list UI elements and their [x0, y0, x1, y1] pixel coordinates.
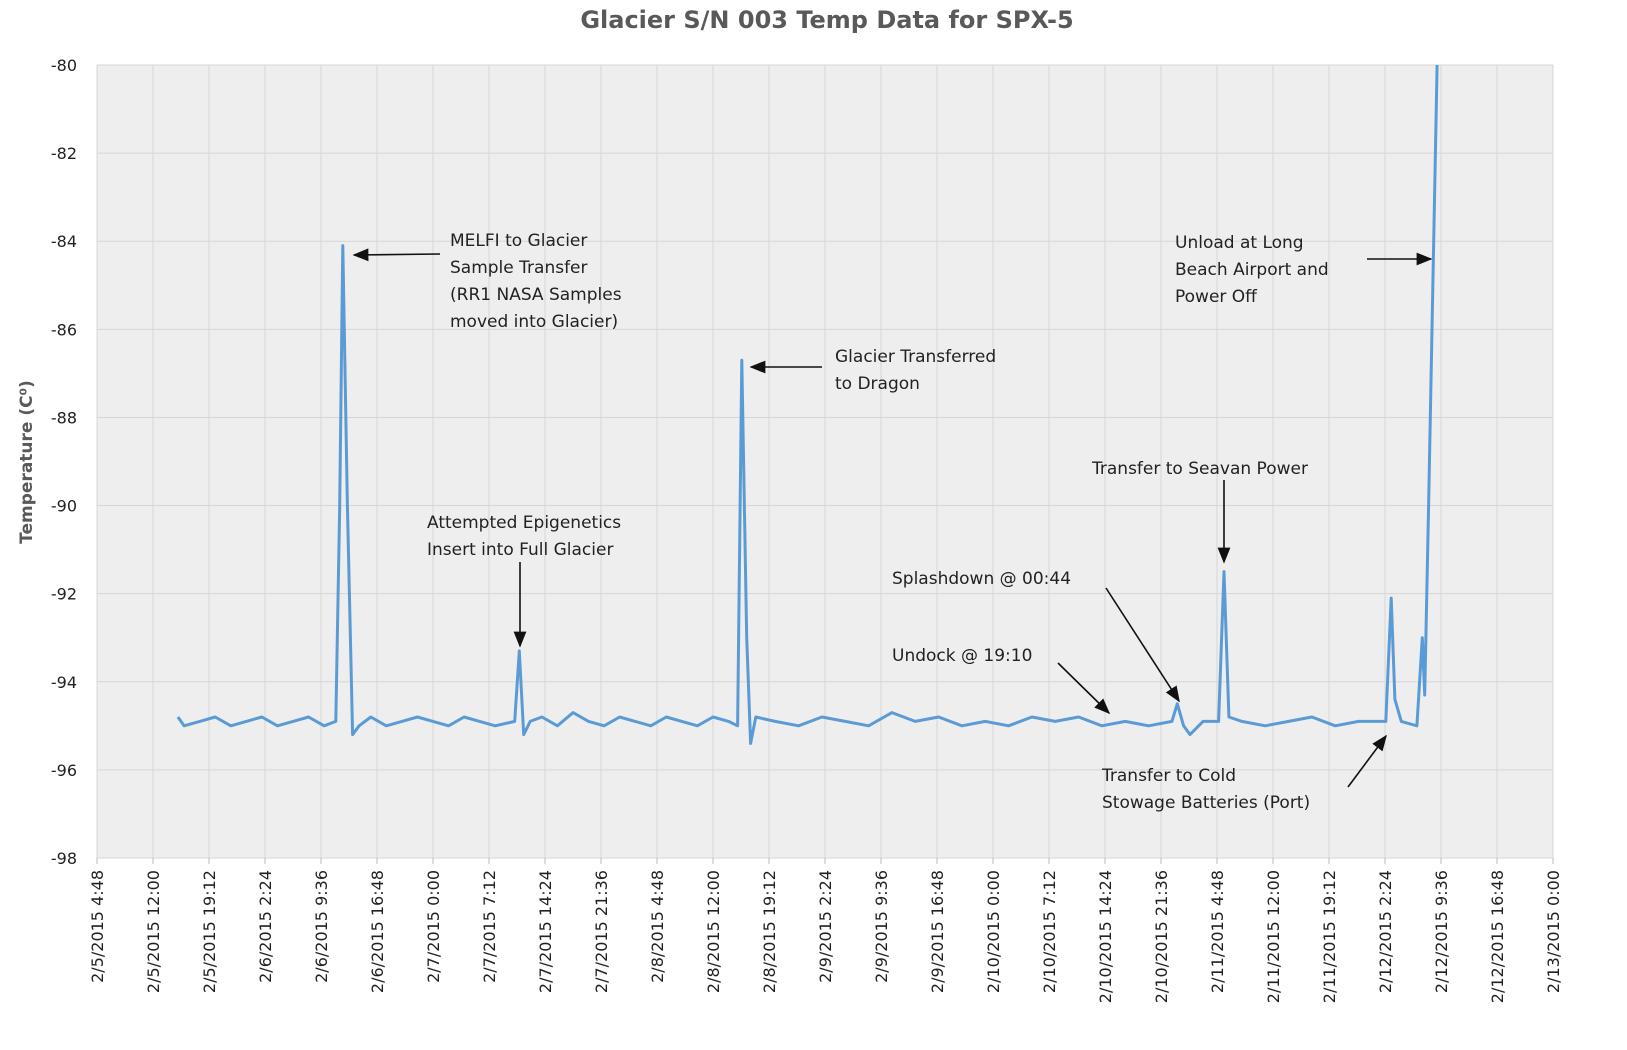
annotation-arrow: [352, 248, 441, 262]
x-tick-label: 2/10/2015 7:12: [1040, 870, 1059, 993]
x-tick-label: 2/7/2015 21:36: [592, 870, 611, 993]
x-tick-label: 2/5/2015 12:00: [144, 870, 163, 993]
x-tick-label: 2/8/2015 19:12: [760, 870, 779, 993]
x-tick-label: 2/6/2015 9:36: [312, 870, 331, 983]
x-tick-label: 2/11/2015 4:48: [1208, 870, 1227, 993]
x-tick-label: 2/10/2015 21:36: [1152, 870, 1171, 1003]
annotation-text: Splashdown @ 00:44: [892, 569, 1071, 589]
x-tick-label: 2/11/2015 19:12: [1320, 870, 1339, 1003]
annotation-text: Insert into Full Glacier: [427, 540, 613, 560]
x-tick-label: 2/8/2015 4:48: [648, 870, 667, 983]
x-tick-label: 2/13/2015 0:00: [1544, 870, 1563, 993]
y-tick-label: -84: [51, 232, 77, 251]
annotation-text: moved into Glacier): [450, 312, 618, 332]
annotation-text: Stowage Batteries (Port): [1102, 793, 1310, 813]
annotation-arrow: [1347, 734, 1387, 788]
x-tick-label: 2/12/2015 2:24: [1376, 870, 1395, 993]
x-tick-label: 2/10/2015 14:24: [1096, 870, 1115, 1003]
y-tick-label: -86: [51, 320, 77, 339]
x-tick-label: 2/7/2015 14:24: [536, 870, 555, 993]
y-tick-label: -90: [51, 497, 77, 516]
y-tick-label: -82: [51, 144, 77, 163]
x-tick-label: 2/5/2015 19:12: [200, 870, 219, 993]
x-tick-label: 2/12/2015 16:48: [1488, 870, 1507, 1003]
annotation-text: MELFI to Glacier: [450, 231, 587, 251]
x-tick-label: 2/7/2015 7:12: [480, 870, 499, 983]
annotation-arrow: [1057, 662, 1111, 715]
annotation-text: Unload at Long: [1175, 233, 1304, 253]
annotation-text: Glacier Transferred: [835, 347, 996, 367]
x-tick-label: 2/5/2015 4:48: [88, 870, 107, 983]
annotation-text: to Dragon: [835, 374, 920, 394]
x-tick-label: 2/7/2015 0:00: [424, 870, 443, 983]
y-tick-label: -80: [51, 56, 77, 75]
annotation-text: Sample Transfer: [450, 258, 588, 278]
y-tick-label: -88: [51, 408, 77, 427]
x-tick-label: 2/10/2015 0:00: [984, 870, 1003, 993]
chart-title: Glacier S/N 003 Temp Data for SPX-5: [580, 6, 1073, 34]
annotation-text: Beach Airport and: [1175, 260, 1329, 280]
x-tick-label: 2/11/2015 12:00: [1264, 870, 1283, 1003]
y-tick-label: -92: [51, 585, 77, 604]
y-tick-label: -98: [51, 849, 77, 868]
annotations: MELFI to Glacier Sample Transfer (RR1 NASA…: [352, 231, 1433, 813]
y-tick-label: -94: [51, 673, 77, 692]
annotation-text: Power Off: [1175, 287, 1258, 307]
x-tick-label: 2/9/2015 2:24: [816, 870, 835, 983]
y-axis-label: Temperature (C⁰): [17, 380, 37, 544]
annotation-text: Transfer to Seavan Power: [1091, 459, 1308, 479]
series: [176, 64, 1439, 745]
y-tick-label: -96: [51, 761, 77, 780]
x-tick-label: 2/8/2015 12:00: [704, 870, 723, 993]
x-tick-label: 2/6/2015 2:24: [256, 870, 275, 983]
annotation-text: Attempted Epigenetics: [427, 513, 621, 533]
annotation-arrow: [1105, 587, 1180, 703]
x-tick-label: 2/9/2015 9:36: [872, 870, 891, 983]
annotation-text: Transfer to Cold: [1101, 766, 1236, 786]
annotation-text: (RR1 NASA Samples: [450, 285, 622, 305]
annotation-text: Undock @ 19:10: [892, 646, 1032, 666]
x-tick-label: 2/6/2015 16:48: [368, 870, 387, 993]
x-tick-label: 2/12/2015 9:36: [1432, 870, 1451, 993]
x-tick-label: 2/9/2015 16:48: [928, 870, 947, 993]
temperature-line: [176, 64, 1439, 745]
